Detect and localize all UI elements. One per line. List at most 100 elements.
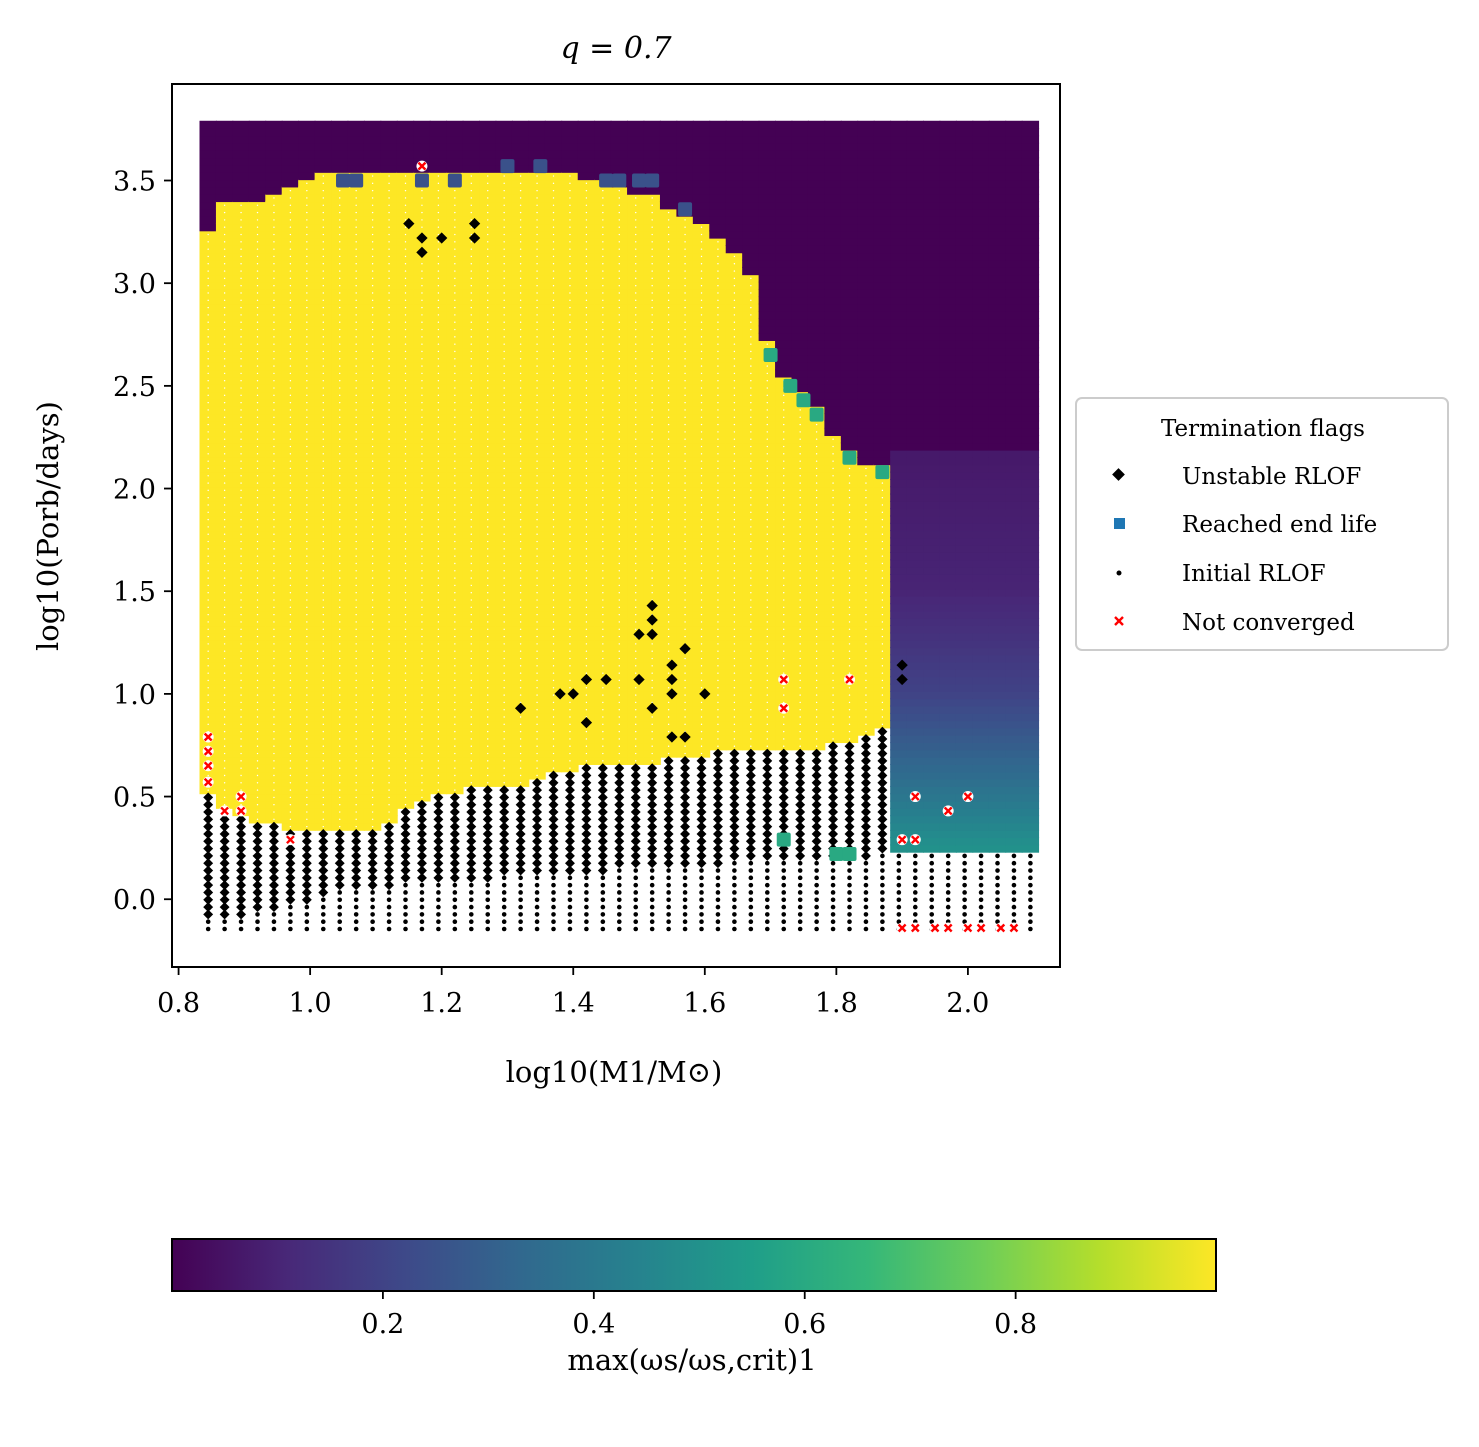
cell-center-dot	[503, 526, 505, 528]
cell-center-dot	[519, 555, 522, 557]
cell-center-dot	[470, 394, 472, 397]
cell-center-dot	[602, 431, 604, 433]
cell-center-dot	[339, 584, 341, 587]
cell-center-dot	[404, 767, 407, 769]
cell-center-dot	[421, 263, 423, 265]
cell-center-dot	[240, 518, 242, 521]
cell-center-dot	[371, 496, 374, 499]
cell-center-dot	[602, 687, 604, 689]
cell-center-dot	[322, 409, 324, 411]
cell-center-dot	[223, 592, 226, 594]
cell-center-dot	[667, 643, 670, 645]
cell-center-dot	[519, 635, 522, 638]
cell-center-dot	[388, 577, 390, 579]
cell-center-dot	[355, 489, 357, 492]
cell-center-dot	[503, 504, 505, 506]
cell-center-dot	[256, 358, 259, 360]
cell-center-dot	[421, 716, 423, 718]
cell-center-dot	[569, 423, 571, 426]
cell-center-dot	[256, 599, 259, 601]
cell-center-dot	[421, 284, 423, 287]
cell-center-dot	[635, 219, 637, 221]
cell-center-dot	[585, 599, 588, 601]
cell-center-dot	[355, 423, 357, 426]
cell-center-dot	[322, 760, 324, 762]
cell-center-dot	[437, 657, 440, 660]
cell-center-dot	[552, 445, 555, 448]
cell-center-dot	[306, 204, 308, 206]
cell-center-dot	[552, 431, 555, 433]
cell-center-dot	[470, 723, 472, 726]
cell-center-dot	[503, 752, 505, 755]
cell-center-dot	[306, 628, 308, 630]
cell-center-dot	[404, 745, 407, 747]
cell-center-dot	[306, 665, 308, 667]
cell-center-dot	[240, 248, 242, 250]
cell-center-dot	[306, 445, 308, 448]
cell-center-dot	[421, 555, 423, 557]
cell-center-dot	[371, 328, 374, 331]
cell-center-dot	[371, 818, 374, 821]
cell-center-dot	[503, 189, 505, 192]
cell-center-dot	[536, 270, 538, 272]
cell-center-dot	[503, 336, 505, 338]
cell-center-dot	[651, 760, 653, 762]
cell-center-dot	[569, 453, 571, 455]
cell-center-dot	[437, 672, 440, 674]
cell-center-dot	[273, 694, 275, 696]
cell-center-dot	[519, 358, 522, 360]
cell-center-dot	[223, 679, 226, 682]
cell-center-dot	[519, 409, 522, 411]
cell-center-dot	[421, 350, 423, 353]
cell-center-dot	[618, 211, 620, 214]
cell-center-dot	[339, 299, 341, 302]
cell-center-dot	[667, 723, 670, 726]
cell-center-dot	[487, 687, 489, 689]
cell-center-dot	[635, 504, 637, 506]
cell-center-dot	[339, 372, 341, 375]
cell-center-dot	[207, 621, 209, 623]
cell-center-dot	[339, 643, 341, 645]
cell-center-dot	[536, 548, 538, 550]
cell-center-dot	[487, 416, 489, 418]
cell-center-dot	[519, 767, 522, 769]
cell-center-dot	[552, 292, 555, 294]
cell-center-dot	[223, 752, 226, 755]
cell-center-dot	[519, 423, 522, 426]
cell-center-dot	[223, 328, 226, 331]
cell-center-dot	[487, 438, 489, 440]
cell-center-dot	[651, 233, 653, 236]
cell-center-dot	[289, 255, 292, 258]
cell-center-dot	[339, 577, 341, 579]
cell-center-dot	[273, 336, 275, 338]
cell-center-dot	[487, 233, 489, 236]
cell-center-dot	[651, 277, 653, 280]
cell-center-dot	[536, 621, 538, 623]
cell-center-dot	[322, 687, 324, 689]
cell-center-dot	[519, 270, 522, 272]
cell-center-dot	[519, 284, 522, 287]
cell-center-dot	[454, 782, 456, 784]
cell-center-dot	[371, 774, 374, 777]
cell-center-dot	[651, 387, 653, 389]
cell-center-dot	[207, 423, 209, 426]
cell-center-dot	[289, 423, 292, 426]
cell-center-dot	[256, 460, 259, 462]
cell-center-dot	[470, 328, 472, 331]
heatmap-cell	[298, 128, 316, 137]
cell-center-dot	[355, 782, 357, 784]
cell-center-dot	[223, 482, 226, 484]
cell-center-dot	[421, 482, 423, 484]
cell-center-dot	[256, 584, 259, 587]
heatmap-cell	[248, 164, 267, 173]
cell-center-dot	[585, 475, 588, 477]
cell-center-dot	[454, 599, 456, 601]
cell-center-dot	[454, 665, 456, 667]
cell-center-dot	[371, 745, 374, 747]
cell-center-dot	[322, 270, 324, 272]
heatmap-cell	[281, 135, 300, 144]
cell-center-dot	[404, 738, 407, 740]
cell-center-dot	[437, 358, 440, 360]
cell-center-dot	[404, 533, 407, 535]
heatmap-cell	[577, 142, 596, 151]
